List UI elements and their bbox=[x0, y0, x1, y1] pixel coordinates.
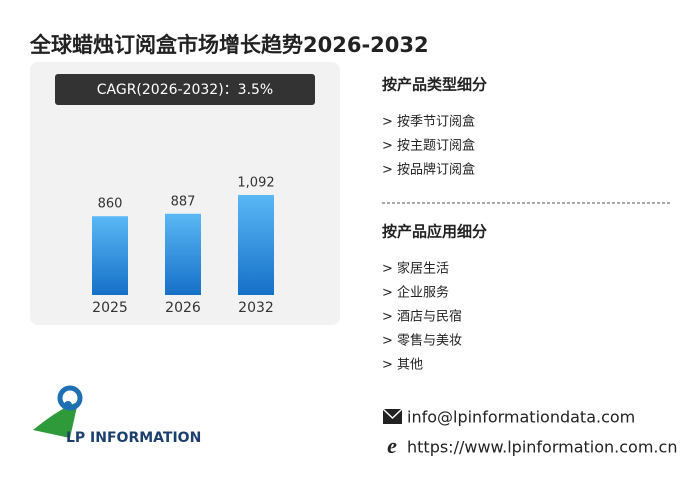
bar bbox=[238, 194, 274, 295]
bar bbox=[92, 216, 128, 295]
email: info@lpinformationdata.com bbox=[407, 408, 635, 427]
x-tick-label: 2026 bbox=[165, 300, 201, 316]
segment-item: > 零售与美妆 bbox=[382, 333, 462, 349]
segment-title: 按产品类型细分 bbox=[382, 76, 487, 94]
segment-item: > 按品牌订阅盒 bbox=[382, 162, 475, 178]
value-label: 887 bbox=[171, 194, 196, 209]
segment-item: > 按季节订阅盒 bbox=[382, 114, 475, 130]
website: https://www.lpinformation.com.cn bbox=[407, 438, 677, 457]
logo: LP INFORMATION bbox=[33, 385, 201, 446]
page-title: 全球蜡烛订阅盒市场增长趋势2026-2032 bbox=[29, 33, 429, 57]
bar bbox=[165, 213, 201, 295]
value-label: 860 bbox=[98, 197, 123, 212]
logo-text: LP INFORMATION bbox=[66, 430, 201, 446]
cagr-box bbox=[55, 74, 315, 105]
x-tick-label: 2032 bbox=[238, 300, 274, 316]
segment-item: > 家居生活 bbox=[382, 261, 449, 277]
segment-item: > 酒店与民宿 bbox=[382, 309, 462, 325]
value-label: 1,092 bbox=[237, 175, 274, 190]
x-tick-label: 2025 bbox=[92, 300, 128, 316]
segment-item: > 按主题订阅盒 bbox=[382, 138, 475, 154]
bar-chart: 860 2025 887 2026 1,092 2032 bbox=[92, 175, 275, 316]
segment-item: > 企业服务 bbox=[382, 285, 449, 301]
logo-dot bbox=[64, 401, 72, 409]
cagr-text: CAGR(2026-2032)：3.5% bbox=[97, 82, 273, 98]
email-icon-flap bbox=[382, 408, 403, 420]
segment-item: > 其他 bbox=[382, 358, 423, 373]
segment-title: 按产品应用细分 bbox=[382, 223, 487, 241]
web-icon: e bbox=[387, 433, 397, 458]
logo-shape bbox=[33, 402, 78, 438]
